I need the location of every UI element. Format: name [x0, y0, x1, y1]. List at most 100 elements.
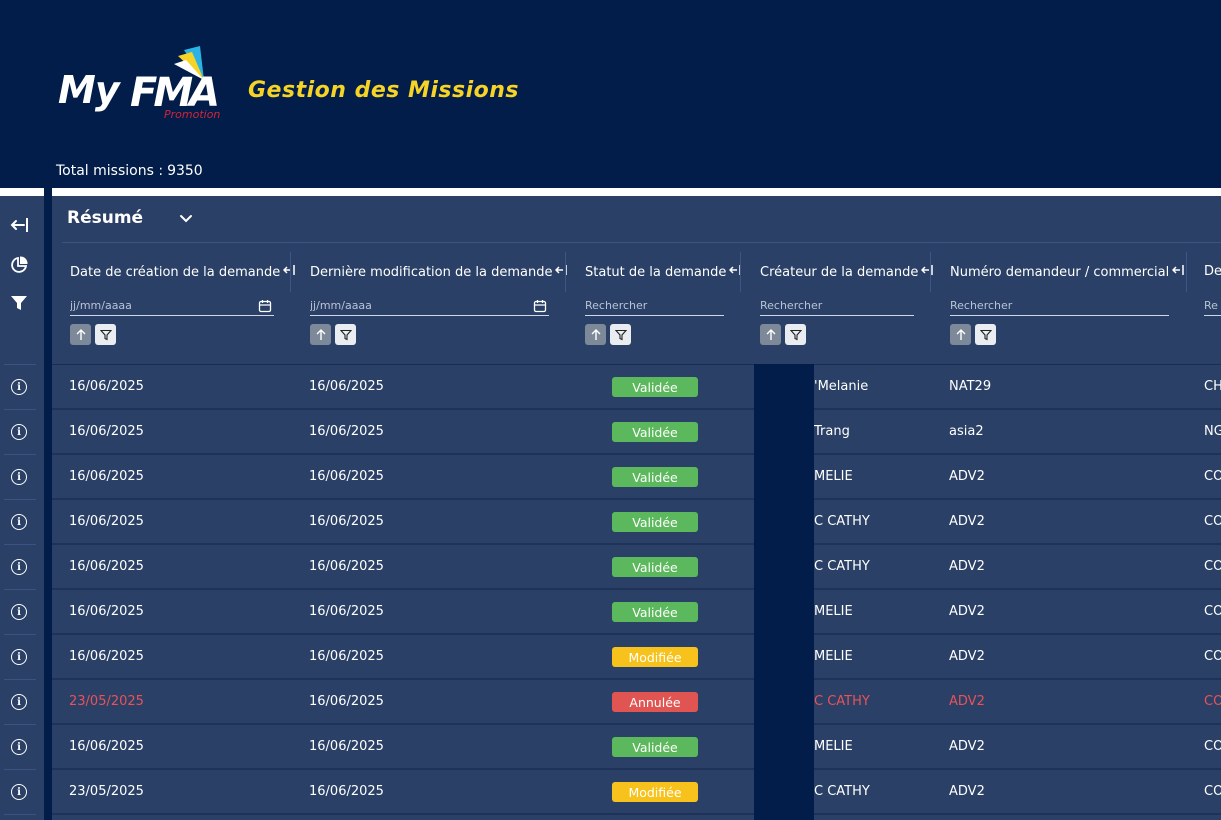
cell-created: 16/06/2025 [69, 604, 144, 619]
row-info-button[interactable]: i [0, 635, 38, 679]
search-filter-input[interactable] [950, 296, 1169, 316]
column-filter-button[interactable] [335, 324, 356, 345]
filter-button[interactable] [0, 288, 38, 318]
info-icon: i [11, 784, 27, 800]
row-info-button[interactable]: i [0, 590, 38, 634]
cell-number: ADV2 [949, 514, 985, 529]
sort-button[interactable] [950, 324, 971, 345]
app-header: My FMA Promotion Gestion des Missions To… [0, 0, 1221, 188]
search-filter-input[interactable] [760, 296, 914, 316]
missions-table: Résumé Date de création de la demande Der… [52, 196, 1221, 820]
pin-column-icon[interactable] [555, 265, 568, 279]
date-filter-input[interactable] [310, 296, 549, 316]
cell-created: 23/05/2025 [69, 694, 144, 709]
cell-modified: 16/06/2025 [309, 604, 384, 619]
cell-number: ADV2 [949, 739, 985, 754]
column-header[interactable]: Créateur de la demande [760, 264, 934, 280]
arrow-up-icon [76, 328, 85, 340]
cell-creator: C CATHY [814, 784, 870, 799]
cell-next: CO [1204, 469, 1221, 484]
table-row[interactable]: 16/06/2025 16/06/2025 Validée C CATHY ADV2 CO [52, 500, 1221, 545]
column-separator[interactable] [565, 252, 566, 292]
info-icon: i [11, 379, 27, 395]
pin-column-icon[interactable] [1172, 265, 1184, 279]
row-info-button[interactable]: i [0, 500, 38, 544]
cell-number: ADV2 [949, 559, 985, 574]
table-row[interactable]: 16/06/2025 16/06/2025 Validée MELIE ADV2 CO [52, 590, 1221, 635]
column-separator[interactable] [740, 252, 741, 292]
sidebar-separator [4, 814, 36, 815]
column-header[interactable]: Numéro demandeur / commercial [950, 264, 1184, 280]
search-filter-input[interactable] [585, 296, 724, 316]
table-row[interactable]: 23/05/2025 16/06/2025 Modifiée C CATHY ADV2 C… [52, 770, 1221, 815]
sort-button[interactable] [70, 324, 91, 345]
column-filter-button[interactable] [975, 324, 996, 345]
cell-created: 16/06/2025 [69, 649, 144, 664]
table-row[interactable]: 16/06/2025 16/06/2025 Validée MELIE ADV2 CO [52, 455, 1221, 500]
column-filter-button[interactable] [95, 324, 116, 345]
column-header[interactable]: Statut de la demande [585, 264, 742, 280]
row-info-button[interactable]: i [0, 455, 38, 499]
table-row[interactable]: 16/06/2025 16/06/2025 Modifiée MELIE ADV2 CO [52, 635, 1221, 680]
panel-toggle[interactable] [178, 210, 194, 230]
cell-created: 23/05/2025 [69, 784, 144, 799]
cell-number: ADV2 [949, 469, 985, 484]
status-badge: Validée [612, 602, 698, 622]
table-row[interactable]: 16/06/2025 16/06/2025 Validée C CATHY ADV2 CO [52, 545, 1221, 590]
cell-number: ADV2 [949, 784, 985, 799]
column-filter-button[interactable] [785, 324, 806, 345]
row-info-button[interactable]: i [0, 725, 38, 769]
column-header[interactable]: Date de création de la demande [70, 264, 296, 280]
status-badge: Validée [612, 377, 698, 397]
status-badge: Validée [612, 422, 698, 442]
fma-logo[interactable]: My FMA Promotion [56, 44, 226, 124]
row-info-button[interactable]: i [0, 545, 38, 589]
masked-area [754, 364, 814, 820]
row-info-button[interactable]: i [0, 770, 38, 814]
info-icon: i [11, 559, 27, 575]
column-header[interactable]: Dernière modification de la demande [310, 264, 568, 280]
calendar-icon[interactable] [533, 298, 547, 317]
column-separator[interactable] [1186, 252, 1187, 292]
cell-next: CO [1204, 694, 1221, 709]
cell-number: ADV2 [949, 604, 985, 619]
total-missions-value: 9350 [167, 163, 203, 179]
cell-modified: 16/06/2025 [309, 559, 384, 574]
sort-button[interactable] [585, 324, 606, 345]
filter-outline-icon [614, 329, 627, 340]
column-separator[interactable] [290, 252, 291, 292]
cell-next: CO [1204, 559, 1221, 574]
sort-button[interactable] [310, 324, 331, 345]
status-badge: Validée [612, 467, 698, 487]
cell-creator: MELIE [814, 739, 853, 754]
row-info-button[interactable]: i [0, 365, 38, 409]
pin-column-icon[interactable] [921, 265, 934, 279]
row-info-button[interactable]: i [0, 680, 38, 724]
collapse-button[interactable] [0, 210, 38, 240]
sort-button[interactable] [760, 324, 781, 345]
cell-creator: C CATHY [814, 514, 870, 529]
column-filter-button[interactable] [610, 324, 631, 345]
app-title: Gestion des Missions [248, 78, 520, 103]
date-filter-input[interactable] [70, 296, 274, 316]
arrow-up-icon [316, 328, 325, 340]
table-row[interactable]: 23/05/2025 16/06/2025 Annulée C CATHY ADV2 CO [52, 680, 1221, 725]
table-row[interactable]: 16/06/2025 16/06/2025 Validée Trang asia2 NG [52, 410, 1221, 455]
info-icon: i [11, 739, 27, 755]
chart-button[interactable] [0, 250, 38, 280]
info-icon: i [11, 469, 27, 485]
column-separator[interactable] [930, 252, 931, 292]
total-missions-label: Total missions : [56, 163, 164, 179]
panel-header-divider [62, 242, 1221, 243]
search-filter-input[interactable] [1204, 296, 1221, 316]
cell-modified: 16/06/2025 [309, 649, 384, 664]
cell-creator: MELIE [814, 604, 853, 619]
calendar-icon[interactable] [258, 298, 272, 317]
sidebar-separator [4, 679, 36, 680]
header-divider [0, 188, 1221, 196]
row-info-button[interactable]: i [0, 410, 38, 454]
column-header[interactable]: De [1204, 264, 1221, 279]
table-row[interactable]: 16/06/2025 16/06/2025 Validée 'Melanie NAT29… [52, 365, 1221, 410]
cell-created: 16/06/2025 [69, 514, 144, 529]
table-row[interactable]: 16/06/2025 16/06/2025 Validée MELIE ADV2 CO [52, 725, 1221, 770]
